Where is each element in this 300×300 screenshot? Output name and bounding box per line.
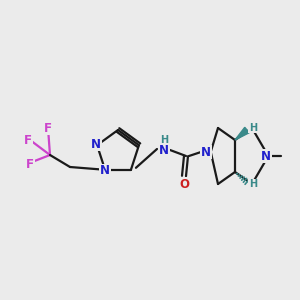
Text: N: N: [201, 146, 211, 158]
Text: N: N: [100, 164, 110, 177]
Text: F: F: [24, 134, 32, 146]
Text: N: N: [159, 143, 169, 157]
Text: N: N: [261, 149, 271, 163]
Text: F: F: [26, 158, 34, 170]
Text: H: H: [160, 135, 168, 145]
Text: H: H: [249, 123, 257, 133]
Polygon shape: [235, 127, 249, 140]
Text: H: H: [249, 179, 257, 189]
Text: N: N: [91, 138, 101, 151]
Text: O: O: [179, 178, 189, 190]
Text: F: F: [44, 122, 52, 134]
